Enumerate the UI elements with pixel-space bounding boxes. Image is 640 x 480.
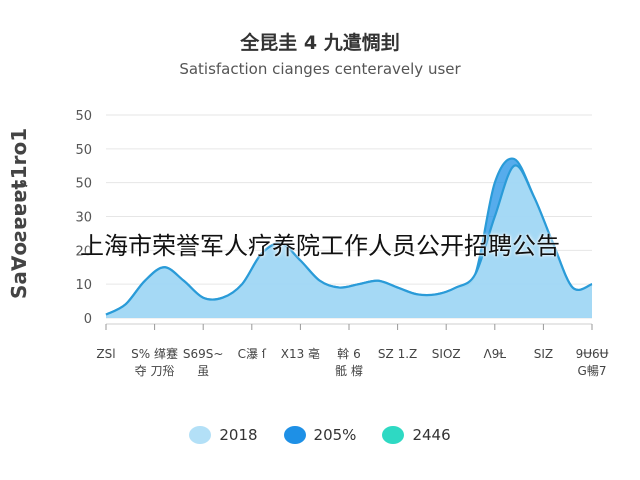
x-tick-label: C瀑 ſ [238, 347, 267, 361]
y-tick-label: 50 [75, 143, 92, 158]
y-tick-label: 10 [75, 278, 92, 293]
y-tick-label: 30 [75, 211, 92, 226]
x-tick-label: Ʌ9Ɫ [484, 347, 507, 361]
x-tick-label: S69S~ [183, 347, 224, 361]
legend-swatch-icon [382, 426, 405, 444]
x-tick-label: 虽 [197, 364, 209, 378]
legend-label: 2018 [219, 426, 258, 444]
y-tick-label: 50 [75, 177, 92, 192]
chart-title: 全昆圭 4 九遣惆刲 [240, 32, 400, 54]
x-tick-label: 斡 6 [337, 346, 360, 361]
x-tick-label: 骶 橕 [335, 364, 363, 378]
legend-label: 205% [313, 426, 357, 444]
y-tick-label: 50 [75, 109, 92, 124]
x-tick-label: ZSl [96, 347, 115, 361]
legend-item: 2446 [382, 426, 451, 444]
legend-swatch-icon [283, 426, 306, 444]
chart-subtitle: Satisfaction cianges centeravely user [179, 60, 461, 78]
y-tick-label: 20 [75, 244, 92, 259]
x-tick-label: SZ 1.Z [378, 347, 417, 361]
x-tick-label: SIZ [534, 347, 553, 361]
legend-item: 2018 [189, 426, 258, 444]
x-tick-label: S% 缂蹇 [131, 347, 178, 361]
series-line [105, 164, 593, 316]
x-tick-label: 夺 刀谸 [135, 364, 175, 378]
x-tick-label: 9Ʉ6Ʉ [576, 347, 609, 361]
x-tick-label: SIOZ [432, 347, 461, 361]
overlay-banner-text: 上海市荣誉军人疗养院工作人员公开招聘公告 [80, 232, 560, 260]
x-tick-label: G暢7 [578, 364, 607, 378]
legend-swatch-icon [189, 426, 212, 444]
legend-item: 205% [283, 426, 357, 444]
x-tick-label: X13 亳 [281, 346, 320, 361]
y-tick-label: 0 [84, 312, 92, 327]
chart-legend: 2018 205% 2446 [0, 426, 640, 444]
legend-label: 2446 [412, 426, 451, 444]
